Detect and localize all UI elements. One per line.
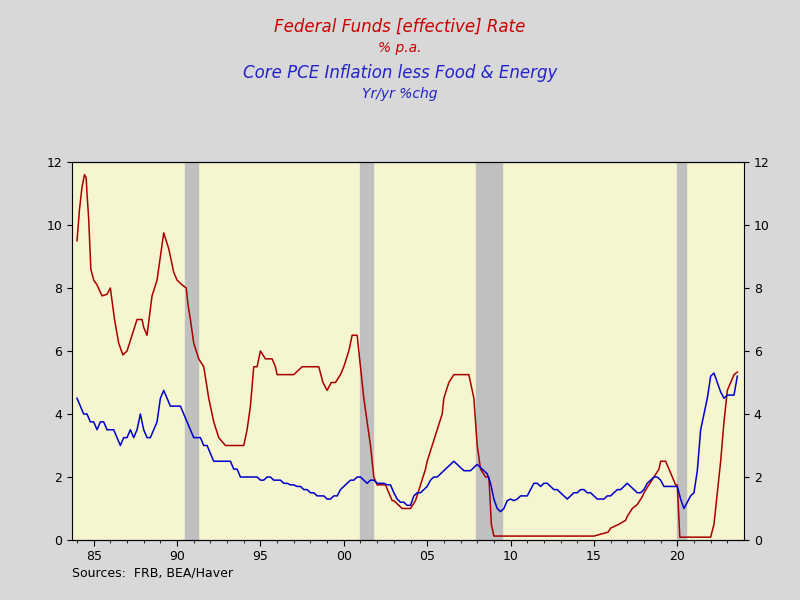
Bar [361, 162, 373, 540]
Bar [475, 162, 502, 540]
Text: Sources:  FRB, BEA/Haver: Sources: FRB, BEA/Haver [72, 566, 233, 580]
Bar [678, 162, 686, 540]
Text: Core PCE Inflation less Food & Energy: Core PCE Inflation less Food & Energy [243, 64, 557, 82]
Bar [186, 162, 198, 540]
Text: Yr/yr %chg: Yr/yr %chg [362, 87, 438, 101]
Text: % p.a.: % p.a. [378, 41, 422, 55]
Text: Federal Funds [effective] Rate: Federal Funds [effective] Rate [274, 18, 526, 36]
